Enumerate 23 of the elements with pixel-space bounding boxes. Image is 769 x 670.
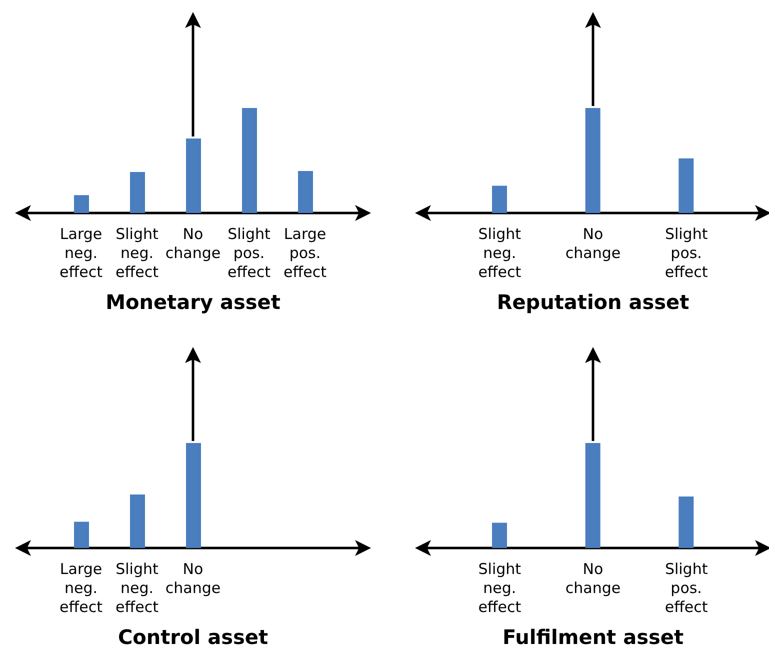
x-tick-label: Slight neg. effect [116,225,159,281]
x-tick-label: Slight neg. effect [478,225,522,281]
text: Monetary asset [104,290,282,314]
x-tick-label: Large neg. effect [60,225,103,281]
x-tick-label: Large neg. effect [60,560,103,616]
text: Fulfilment asset [501,625,685,649]
x-tick-label: Slight neg. effect [116,560,159,616]
bar [186,138,201,213]
x-tick-label: No change [165,560,221,597]
bar [74,195,89,213]
bar [130,172,145,213]
x-tick-label: Slight neg. effect [478,560,522,616]
x-tick-label: Slight pos. effect [664,225,708,281]
x-tick-label: Large pos. effect [284,225,327,281]
x-tick-label: Slight pos. effect [664,560,708,616]
bar [242,108,257,213]
x-tick-label: No change [565,225,621,262]
x-tick-label: Slight pos. effect [228,225,271,281]
bar [298,171,313,213]
text: Reputation asset [496,290,690,314]
x-tick-label: No change [165,225,221,262]
text: Control asset [116,625,270,649]
x-tick-label: No change [565,560,621,597]
